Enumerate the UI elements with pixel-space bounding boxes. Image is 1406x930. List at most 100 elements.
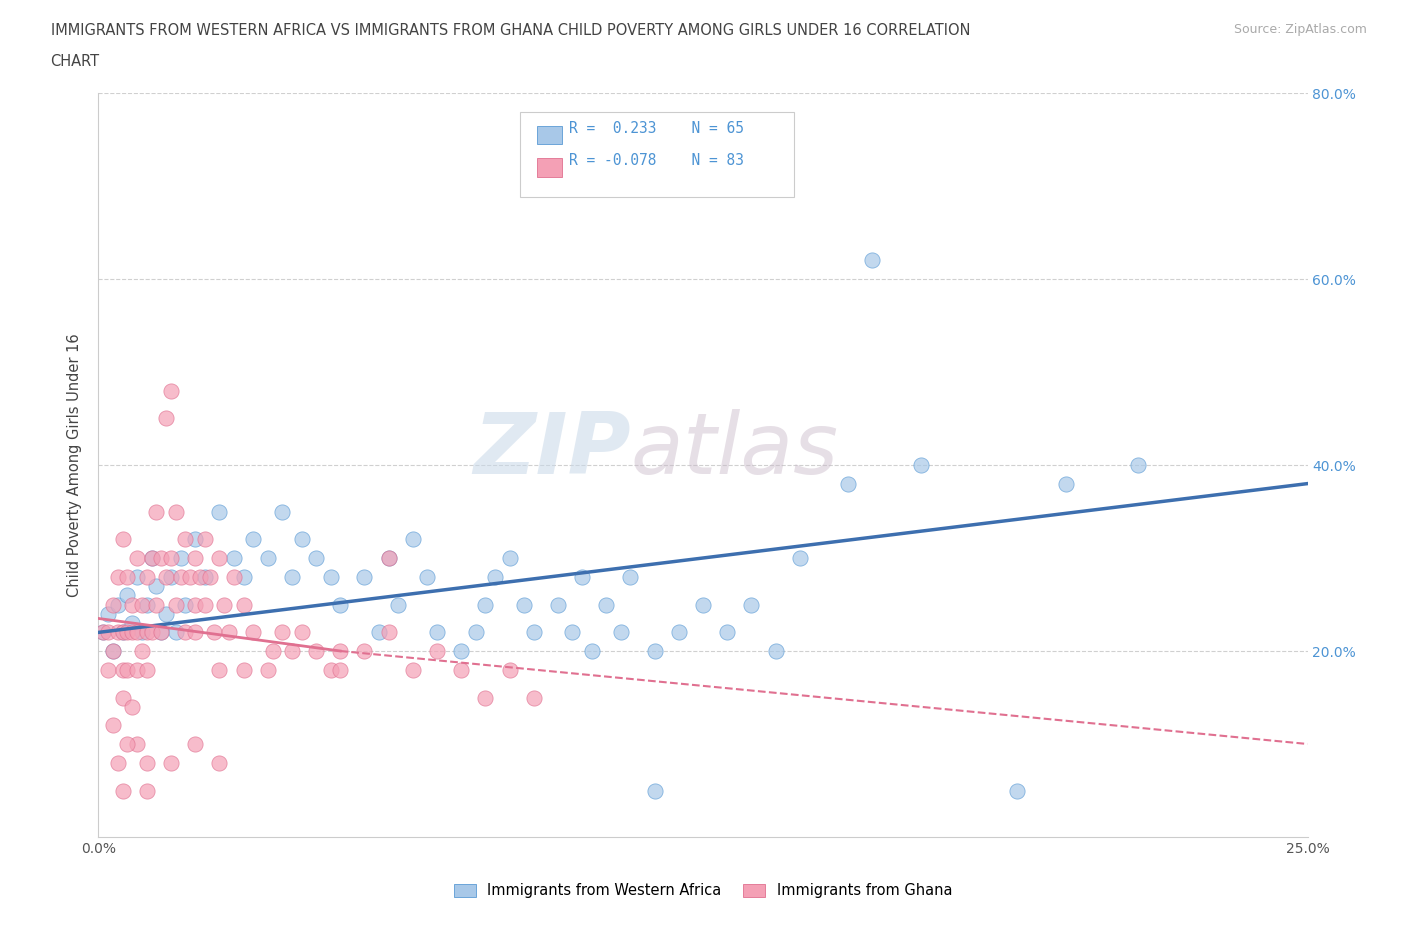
Point xyxy=(174,597,197,612)
Point xyxy=(145,578,167,593)
Point xyxy=(256,551,278,565)
Point xyxy=(484,569,506,584)
Point xyxy=(165,597,187,612)
Point xyxy=(184,532,207,547)
Point xyxy=(184,597,207,612)
Point xyxy=(155,411,177,426)
Point xyxy=(329,597,352,612)
Point xyxy=(450,644,472,658)
Point xyxy=(121,597,143,612)
Point xyxy=(789,551,811,565)
Point xyxy=(141,551,163,565)
Point xyxy=(160,551,183,565)
Point xyxy=(474,690,496,705)
Point xyxy=(222,569,245,584)
Point xyxy=(523,690,546,705)
Point xyxy=(155,569,177,584)
Point xyxy=(208,551,231,565)
Point xyxy=(910,458,932,472)
Point xyxy=(107,625,129,640)
Point xyxy=(765,644,787,658)
Point xyxy=(595,597,617,612)
Point xyxy=(117,569,139,584)
Point xyxy=(127,662,149,677)
Point xyxy=(1007,783,1029,798)
Point xyxy=(1054,476,1077,491)
Point xyxy=(450,662,472,677)
Point xyxy=(377,551,399,565)
Point xyxy=(101,644,124,658)
Point xyxy=(377,625,399,640)
Point xyxy=(860,253,883,268)
Point xyxy=(242,532,264,547)
Point xyxy=(290,532,312,547)
Point xyxy=(179,569,201,584)
Point xyxy=(111,532,134,547)
Point xyxy=(262,644,284,658)
Point xyxy=(402,532,425,547)
Point xyxy=(256,662,278,677)
Point xyxy=(740,597,762,612)
Point xyxy=(513,597,536,612)
Point xyxy=(426,644,449,658)
Point xyxy=(1128,458,1150,472)
Point xyxy=(150,625,173,640)
Point xyxy=(198,569,221,584)
Point xyxy=(97,606,120,621)
Point xyxy=(131,625,153,640)
Point xyxy=(111,625,134,640)
Point xyxy=(127,551,149,565)
Point xyxy=(474,597,496,612)
Point xyxy=(281,569,304,584)
Point xyxy=(184,737,207,751)
Point xyxy=(121,625,143,640)
Point xyxy=(131,597,153,612)
Point xyxy=(305,551,328,565)
Point xyxy=(281,644,304,658)
Point xyxy=(218,625,240,640)
Point xyxy=(131,644,153,658)
Point xyxy=(135,755,157,770)
Point xyxy=(107,597,129,612)
Point xyxy=(101,597,124,612)
Point xyxy=(117,737,139,751)
Point xyxy=(160,755,183,770)
Point xyxy=(208,755,231,770)
Point xyxy=(353,644,375,658)
Point xyxy=(426,625,449,640)
Point xyxy=(97,625,120,640)
Point xyxy=(117,662,139,677)
Point xyxy=(242,625,264,640)
Point xyxy=(135,783,157,798)
Point xyxy=(111,625,134,640)
Point xyxy=(368,625,391,640)
Point xyxy=(97,662,120,677)
Point xyxy=(644,644,666,658)
Point xyxy=(232,597,254,612)
Point xyxy=(319,569,342,584)
Text: atlas: atlas xyxy=(630,408,838,492)
Point xyxy=(121,616,143,631)
Point xyxy=(194,569,217,584)
Point xyxy=(212,597,235,612)
Y-axis label: Child Poverty Among Girls Under 16: Child Poverty Among Girls Under 16 xyxy=(67,333,83,597)
Point xyxy=(416,569,439,584)
Point xyxy=(121,699,143,714)
Point xyxy=(169,551,191,565)
Point xyxy=(188,569,211,584)
Point xyxy=(837,476,859,491)
Point xyxy=(135,597,157,612)
Point xyxy=(135,662,157,677)
Point xyxy=(145,597,167,612)
Point xyxy=(523,625,546,640)
Point xyxy=(204,625,226,640)
Point xyxy=(127,625,149,640)
Point xyxy=(135,625,157,640)
Point xyxy=(290,625,312,640)
Point xyxy=(387,597,409,612)
Point xyxy=(561,625,583,640)
Point xyxy=(194,532,217,547)
Point xyxy=(353,569,375,584)
Point xyxy=(232,569,254,584)
Point xyxy=(117,588,139,603)
